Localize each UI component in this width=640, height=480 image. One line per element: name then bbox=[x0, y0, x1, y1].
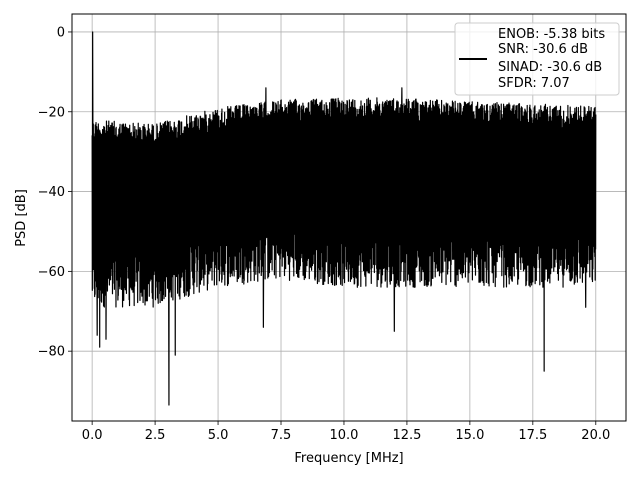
legend-line-snr: SNR: -30.6 dB bbox=[498, 42, 588, 57]
legend-line-sinad: SINAD: -30.6 dB bbox=[498, 60, 602, 75]
y-tick-label: −20 bbox=[38, 105, 65, 120]
legend-box bbox=[454, 22, 620, 96]
legend-line-enob: ENOB: -5.38 bits bbox=[498, 27, 605, 42]
axes-frame bbox=[71, 13, 627, 422]
plot-area bbox=[91, 31, 597, 406]
x-tick-label: 12.5 bbox=[392, 428, 421, 443]
x-tick-label: 17.5 bbox=[518, 428, 547, 443]
y-axis-label: PSD [dB] bbox=[14, 189, 29, 247]
x-tick-label: 10.0 bbox=[329, 428, 358, 443]
y-tick-label: −60 bbox=[38, 265, 65, 280]
x-tick-label: 2.5 bbox=[145, 428, 166, 443]
x-tick-label: 15.0 bbox=[455, 428, 484, 443]
y-axis-ticks: 0 −20 −40 −60 −80 bbox=[38, 25, 72, 360]
x-tick-label: 20.0 bbox=[581, 428, 610, 443]
x-tick-label: 5.0 bbox=[208, 428, 229, 443]
y-tick-label: −40 bbox=[38, 185, 65, 200]
psd-series-line bbox=[91, 31, 597, 406]
y-tick-label: 0 bbox=[57, 25, 65, 40]
x-tick-label: 0.0 bbox=[82, 428, 103, 443]
legend-line-sfdr: SFDR: 7.07 bbox=[498, 76, 570, 91]
y-tick-label: −80 bbox=[38, 345, 65, 360]
x-axis-label: Frequency [MHz] bbox=[294, 451, 403, 466]
legend: ENOB: -5.38 bits SNR: -30.6 dB SINAD: -3… bbox=[454, 22, 620, 96]
x-tick-label: 7.5 bbox=[271, 428, 292, 443]
x-axis-ticks: 0.0 2.5 5.0 7.5 10.0 12.5 15.0 17.5 20.0 bbox=[82, 421, 610, 443]
